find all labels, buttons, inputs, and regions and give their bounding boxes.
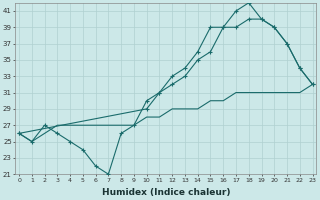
X-axis label: Humidex (Indice chaleur): Humidex (Indice chaleur) xyxy=(101,188,230,197)
